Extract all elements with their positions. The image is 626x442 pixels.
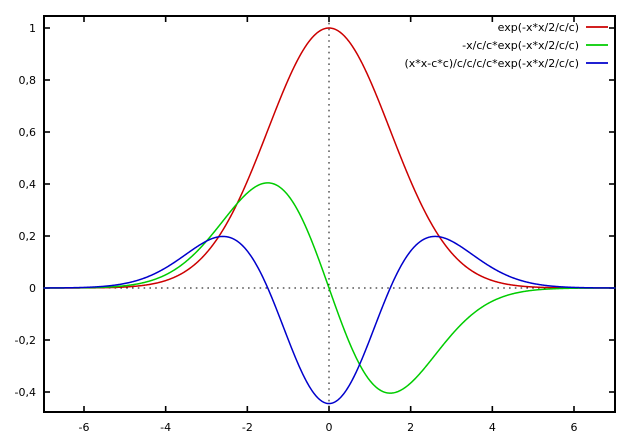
- y-tick-label: 0,6: [19, 126, 37, 139]
- y-tick-label: 0,4: [19, 178, 37, 191]
- y-tick-label: 0,8: [19, 74, 37, 87]
- y-tick-label: 1: [29, 22, 36, 35]
- x-tick-label: 6: [570, 421, 577, 434]
- legend: exp(-x*x/2/c/c) -x/c/c*exp(-x*x/2/c/c) (x*…: [404, 21, 608, 70]
- x-tick-label: 4: [489, 421, 496, 434]
- y-tick-label: 0: [29, 282, 36, 295]
- series-curve-3: [43, 235, 616, 405]
- x-tick-label: 0: [326, 421, 333, 434]
- series-curve-2: [43, 182, 616, 394]
- x-tick-label: 2: [407, 421, 414, 434]
- y-tick-label: -0,4: [15, 386, 36, 399]
- x-tick-label: -2: [242, 421, 253, 434]
- x-tick-label: -6: [79, 421, 90, 434]
- x-tick-label: -4: [160, 421, 171, 434]
- legend-label-2: -x/c/c*exp(-x*x/2/c/c): [462, 39, 579, 52]
- series-curves: [43, 27, 616, 405]
- legend-label-1: exp(-x*x/2/c/c): [498, 21, 579, 34]
- y-tick-label: 0,2: [19, 230, 37, 243]
- legend-label-3: (x*x-c*c)/c/c/c/c*exp(-x*x/2/c/c): [404, 57, 579, 70]
- plot-border: [43, 15, 616, 413]
- series-curve-1: [43, 27, 616, 289]
- y-tick-label: -0,2: [15, 334, 36, 347]
- tick-labels: -6 -4 -2 0 2 4 6 -0,4 -0,2 0 0,2 0,4 0,6 0,8 1: [15, 22, 578, 434]
